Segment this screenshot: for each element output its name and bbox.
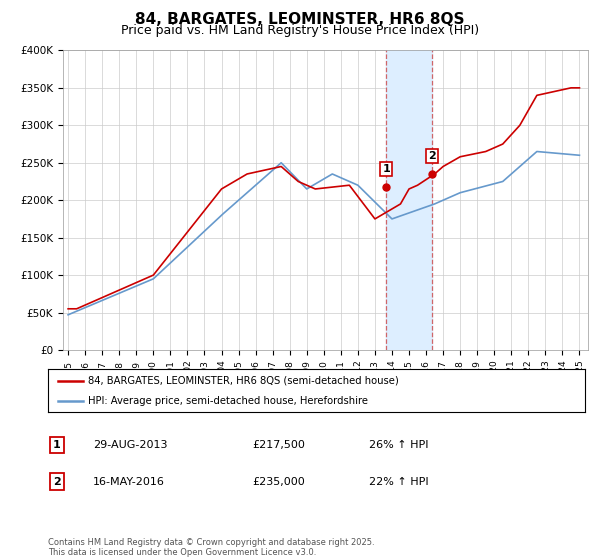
Text: 1: 1	[53, 440, 61, 450]
Bar	[386, 50, 433, 350]
Text: 16-MAY-2016: 16-MAY-2016	[93, 477, 165, 487]
Text: 22% ↑ HPI: 22% ↑ HPI	[369, 477, 428, 487]
Text: £235,000: £235,000	[252, 477, 305, 487]
Text: 84, BARGATES, LEOMINSTER, HR6 8QS: 84, BARGATES, LEOMINSTER, HR6 8QS	[135, 12, 465, 27]
Text: Price paid vs. HM Land Registry's House Price Index (HPI): Price paid vs. HM Land Registry's House …	[121, 24, 479, 37]
Text: £217,500: £217,500	[252, 440, 305, 450]
Text: Contains HM Land Registry data © Crown copyright and database right 2025.
This d: Contains HM Land Registry data © Crown c…	[48, 538, 374, 557]
Text: 2: 2	[428, 151, 436, 161]
Text: 84, BARGATES, LEOMINSTER, HR6 8QS (semi-detached house): 84, BARGATES, LEOMINSTER, HR6 8QS (semi-…	[88, 376, 399, 386]
Text: HPI: Average price, semi-detached house, Herefordshire: HPI: Average price, semi-detached house,…	[88, 396, 368, 406]
Text: 26% ↑ HPI: 26% ↑ HPI	[369, 440, 428, 450]
Text: 29-AUG-2013: 29-AUG-2013	[93, 440, 167, 450]
Text: 2: 2	[53, 477, 61, 487]
Text: 1: 1	[382, 164, 390, 174]
